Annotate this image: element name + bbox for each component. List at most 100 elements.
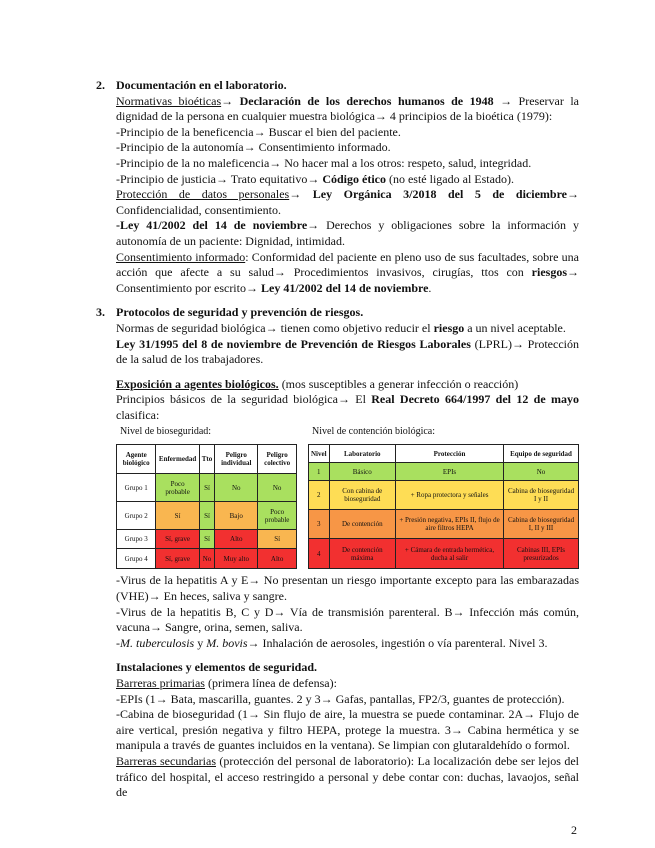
table-cell: No xyxy=(198,548,216,570)
paragraph: Principios básicos de la seguridad bioló… xyxy=(116,392,579,423)
text-run: M. bovis xyxy=(206,635,248,650)
paragraph: -Cabina de bioseguridad (1→ Sin flujo de… xyxy=(116,707,579,754)
table-cell: Grupo 2 xyxy=(115,501,157,531)
paragraph: -Principio de la beneficencia→ Buscar el… xyxy=(116,125,579,141)
paragraphs: Normas de seguridad biológica→ tienen co… xyxy=(116,321,579,368)
text-run: M. tuberculosis xyxy=(120,635,195,650)
table-cell: Muy alto xyxy=(214,548,259,570)
table-cell: Alto xyxy=(214,529,259,550)
table-cell: Básico xyxy=(328,462,396,482)
text-run: riesgos xyxy=(531,265,567,280)
tables-row: Nivel de bioseguridad: Agente biológico E… xyxy=(115,425,579,570)
text-run: Ley 41/2002 del 14 de noviembre xyxy=(260,280,429,295)
text-run: Ley Orgánica 3/2018 del 5 de diciembre xyxy=(312,187,568,202)
table-cell: 1 xyxy=(308,462,330,482)
text-run: Real Decreto 664/1997 del 12 de mayo xyxy=(371,392,579,407)
section-number: 3. xyxy=(96,305,105,320)
text-run: -Principio de la no maleficencia→ No hac… xyxy=(116,155,532,170)
section-title: Documentación en el laboratorio. xyxy=(116,78,287,92)
table-cell: Sí, grave xyxy=(155,529,200,550)
text-run: (primera línea de defensa): xyxy=(204,676,337,691)
table-cell: De contención máxima xyxy=(328,538,396,570)
biosafety-table-label: Nivel de bioseguridad: xyxy=(120,426,212,438)
paragraph: Barreras primarias (primera línea de def… xyxy=(116,676,579,692)
table-cell: Cabinas III, EPIs presurizados xyxy=(503,538,579,570)
table-cell: Poco probable xyxy=(155,473,200,503)
table-row: Grupo 1 Poco probable Sí No No xyxy=(115,473,297,503)
text-run: clasifica: xyxy=(116,407,160,422)
table-cell: + Cámara de entrada hermética, ducha al … xyxy=(394,538,505,570)
table-row: Grupo 4 Sí, grave No Muy alto Alto xyxy=(115,548,297,570)
text-run: - xyxy=(116,635,120,650)
text-run: Declaración de los derechos humanos de 1… xyxy=(239,93,494,108)
table-cell: No xyxy=(214,473,259,503)
paragraph: -Principio de la autonomía→ Consentimien… xyxy=(116,140,579,156)
exposure-paragraphs: Exposición a agentes biológicos. (mos su… xyxy=(116,377,579,424)
table-cell: Sí xyxy=(257,529,297,550)
paragraph: Exposición a agentes biológicos. (mos su… xyxy=(116,377,579,393)
table-cell: 2 xyxy=(308,480,330,511)
text-run: -Virus de la hepatitis B, C y D→ Vía de … xyxy=(116,604,579,635)
column-header: Enfermedad xyxy=(155,444,200,475)
table-cell: Con cabina de bioseguridad xyxy=(328,480,396,511)
column-header: Nivel xyxy=(308,444,330,464)
table-cell: EPIs xyxy=(394,462,505,482)
text-run: (mos susceptibles a generar infección o … xyxy=(278,376,519,391)
table-cell: Bajo xyxy=(214,501,259,531)
text-run: Normativas bioéticas xyxy=(116,93,222,108)
table-cell: Cabina de bioseguridad I, II y III xyxy=(503,509,579,540)
facilities-section: Instalaciones y elementos de seguridad. … xyxy=(116,660,579,800)
biosafety-table: Agente biológico Enfermedad Tto Peligro ind… xyxy=(115,444,297,570)
paragraphs: Barreras primarias (primera línea de def… xyxy=(116,676,579,801)
text-run: (protección del personal de laboratorio)… xyxy=(116,754,579,800)
text-run: -Principio de la beneficencia→ Buscar el… xyxy=(116,124,401,139)
text-run: → xyxy=(289,187,313,202)
column-header: Laboratorio xyxy=(328,444,396,464)
table-row: 3 De contención + Presión negativa, EPIs I… xyxy=(308,509,579,540)
paragraph: Consentimiento informado: Conformidad de… xyxy=(116,250,579,297)
paragraphs: -Virus de la hepatitis A y E→ No present… xyxy=(116,573,579,651)
table-row: Grupo 2 Sí Sí Bajo Poco probable xyxy=(115,501,297,531)
table-cell: Sí xyxy=(198,473,216,503)
section-title: Protocolos de seguridad y prevención de … xyxy=(116,305,364,320)
table-row: 2 Con cabina de bioseguridad + Ropa protec… xyxy=(308,480,579,511)
table-cell: Grupo 1 xyxy=(115,473,157,503)
text-run: -EPIs (1→ Bata, mascarilla, guantes. 2 y… xyxy=(116,691,565,706)
text-run: -Principio de justicia→ Trato equitativo… xyxy=(116,171,323,186)
table-cell: Poco probable xyxy=(257,501,297,531)
paragraph: Ley 31/1995 del 8 de noviembre de Preven… xyxy=(116,337,579,368)
paragraph: Normativas bioéticas→ Declaración de los… xyxy=(116,94,579,125)
paragraph: -EPIs (1→ Bata, mascarilla, guantes. 2 y… xyxy=(116,692,579,708)
table-cell: No xyxy=(257,473,297,503)
section-number: 2. xyxy=(96,78,105,92)
column-header: Agente biológico xyxy=(115,444,157,475)
column-header: Tto xyxy=(198,444,216,475)
column-header: Equipo de seguridad xyxy=(503,444,579,464)
text-run: Principios básicos de la seguridad bioló… xyxy=(116,392,372,407)
table-cell: Alto xyxy=(257,548,297,570)
table-cell: + Ropa protectora y señales xyxy=(394,480,505,511)
paragraphs: Normativas bioéticas→ Declaración de los… xyxy=(116,94,579,297)
paragraph: -Principio de la no maleficencia→ No hac… xyxy=(116,156,579,172)
text-run: Normas de seguridad biológica→ tienen co… xyxy=(116,320,434,335)
text-run: → Derechos y obligaciones sobre la infor… xyxy=(116,218,579,248)
table-cell: Sí, grave xyxy=(155,548,200,570)
text-run: (LPRL)→ Protección de la salud de los tr… xyxy=(116,336,579,367)
column-header: Peligro colectivo xyxy=(257,444,297,475)
text-run: . xyxy=(428,280,432,295)
text-run: a un nivel aceptable. xyxy=(464,320,566,335)
table-row: 4 De contención máxima + Cámara de entrada… xyxy=(308,538,579,570)
paragraph: -Ley 41/2002 del 14 de noviembre→ Derech… xyxy=(116,218,579,249)
text-run: → xyxy=(221,93,240,108)
table-row: 1 Básico EPIs No xyxy=(308,462,579,482)
text-run: Barreras primarias xyxy=(116,676,205,691)
text-run: : Conformidad del paciente en pleno uso … xyxy=(116,249,579,280)
table-cell: 3 xyxy=(308,509,330,540)
paragraph: -Principio de justicia→ Trato equitativo… xyxy=(116,172,579,188)
table-cell: De contención xyxy=(328,509,396,540)
header-row: Nivel Laboratorio Protección Equipo de segu… xyxy=(308,444,579,464)
paragraph: -Virus de la hepatitis A y E→ No present… xyxy=(116,573,579,604)
text-run: -Cabina de bioseguridad (1→ Sin flujo de… xyxy=(116,707,579,753)
table-cell: + Presión negativa, EPIs II, flujo de ai… xyxy=(394,509,505,540)
column-header: Protección xyxy=(394,444,505,464)
